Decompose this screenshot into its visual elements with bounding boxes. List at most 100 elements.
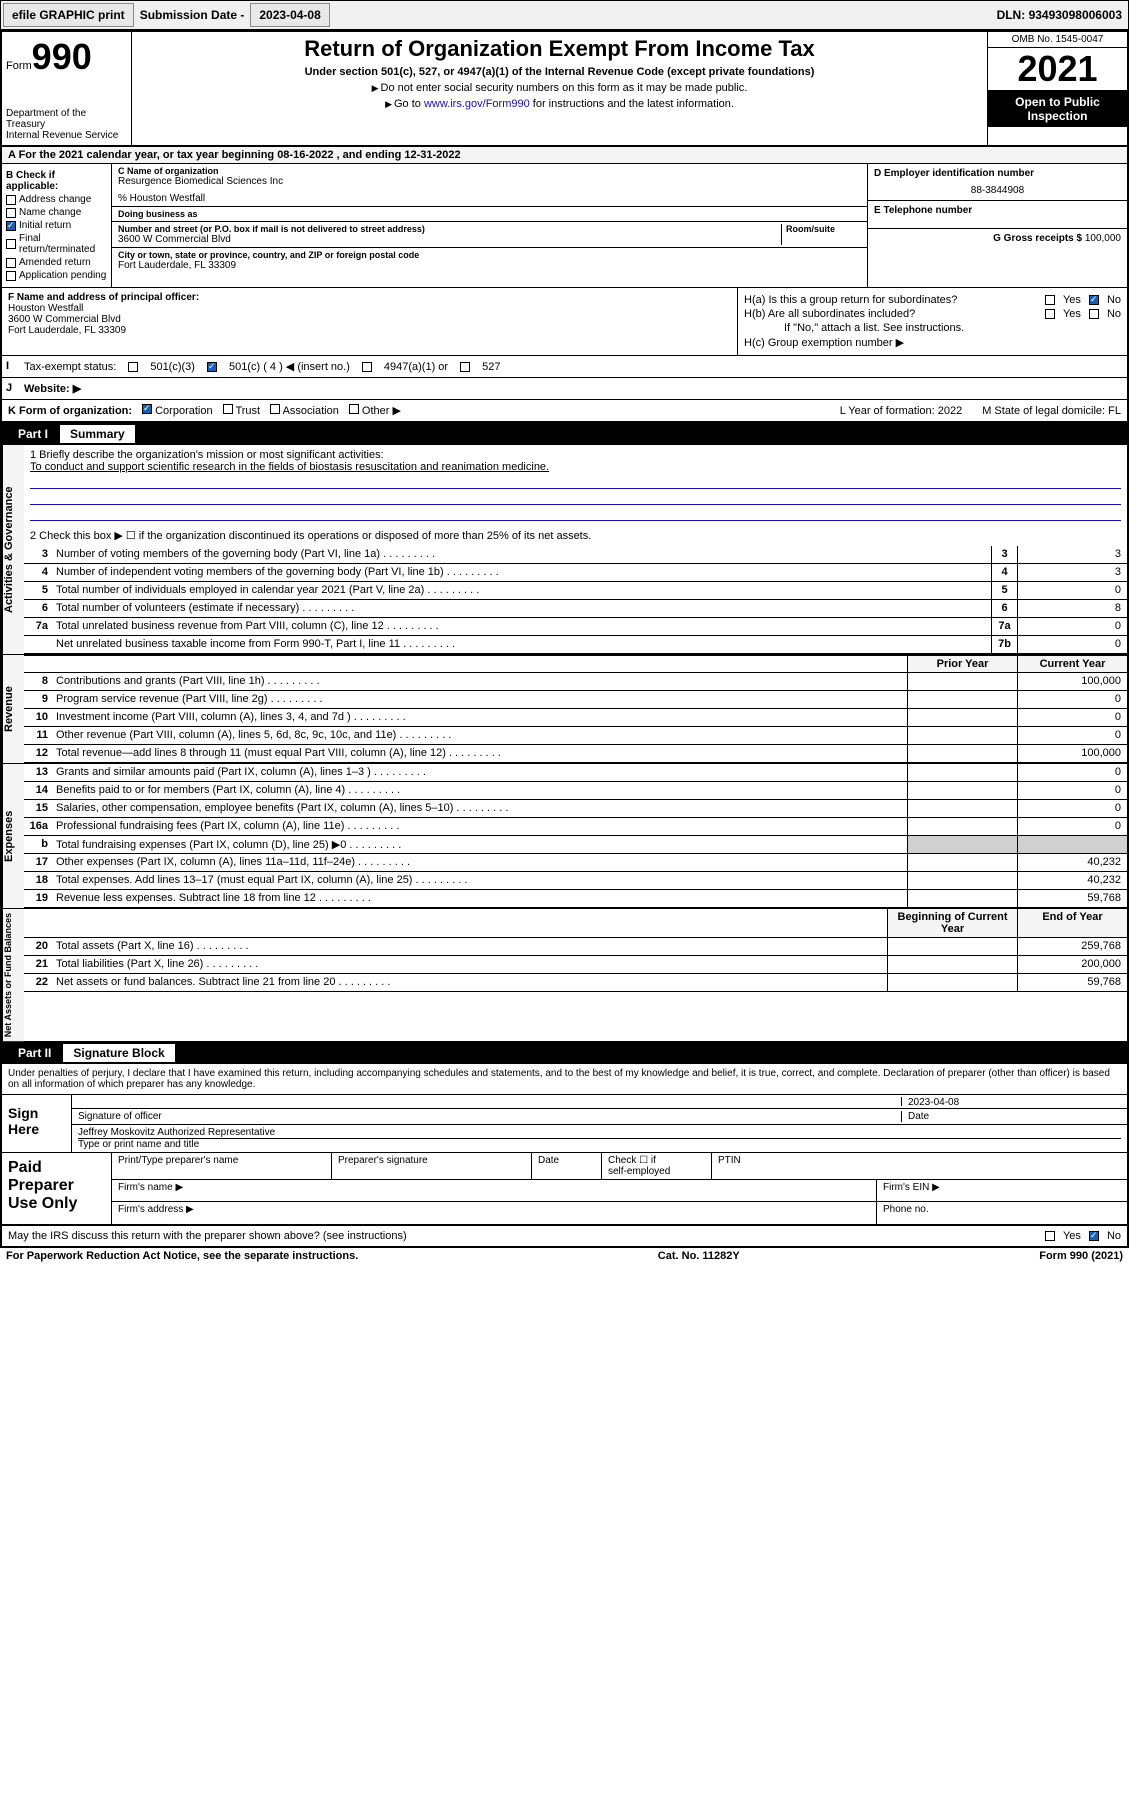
line-12: 12 Total revenue—add lines 8 through 11 … xyxy=(24,745,1127,763)
line-20: 20 Total assets (Part X, line 16) 259,76… xyxy=(24,938,1127,956)
officer-printed-name: Jeffrey Moskovitz Authorized Representat… xyxy=(78,1127,1121,1139)
col-end-year: End of Year xyxy=(1017,909,1127,937)
chk-trust[interactable] xyxy=(223,404,233,414)
org-name-label: C Name of organization xyxy=(118,166,861,176)
officer-label: F Name and address of principal officer: xyxy=(8,292,731,303)
hb-label: H(b) Are all subordinates included? xyxy=(744,308,915,320)
ha-no[interactable] xyxy=(1089,295,1099,305)
col-c-org-info: C Name of organization Resurgence Biomed… xyxy=(112,164,867,287)
gross-receipts-label: G Gross receipts $ xyxy=(993,233,1085,244)
discuss-no[interactable] xyxy=(1089,1231,1099,1241)
discuss-yes[interactable] xyxy=(1045,1231,1055,1241)
line-17: 17 Other expenses (Part IX, column (A), … xyxy=(24,854,1127,872)
officer-addr1: 3600 W Commercial Blvd xyxy=(8,314,731,325)
state-domicile: M State of legal domicile: FL xyxy=(982,405,1121,417)
line-5: 5 Total number of individuals employed i… xyxy=(24,582,1127,600)
line-18: 18 Total expenses. Add lines 13–17 (must… xyxy=(24,872,1127,890)
mission-label: 1 Briefly describe the organization's mi… xyxy=(30,449,1121,461)
chk-501c[interactable] xyxy=(207,362,217,372)
row-j: J Website: ▶ xyxy=(2,378,1127,400)
line-13: 13 Grants and similar amounts paid (Part… xyxy=(24,764,1127,782)
vtab-net-assets: Net Assets or Fund Balances xyxy=(2,909,24,1041)
row-k: K Form of organization: Corporation Trus… xyxy=(2,400,1127,423)
ein-label: D Employer identification number xyxy=(874,168,1121,179)
vtab-expenses: Expenses xyxy=(2,764,24,908)
row-i: I Tax-exempt status: 501(c)(3) 501(c) ( … xyxy=(2,356,1127,378)
section-revenue: Revenue Prior Year Current Year 8 Contri… xyxy=(2,655,1127,764)
ptin-label: PTIN xyxy=(712,1153,1127,1179)
firm-ein-label: Firm's EIN ▶ xyxy=(877,1180,1127,1201)
chk-corporation[interactable] xyxy=(142,404,152,414)
line-7a: 7a Total unrelated business revenue from… xyxy=(24,618,1127,636)
line2-checkbox: 2 Check this box ▶ ☐ if the organization… xyxy=(30,529,1121,542)
line-3: 3 Number of voting members of the govern… xyxy=(24,546,1127,564)
chk-other[interactable] xyxy=(349,404,359,414)
section-net-assets: Net Assets or Fund Balances Beginning of… xyxy=(2,909,1127,1042)
firm-phone-label: Phone no. xyxy=(877,1202,1127,1224)
date-label: Date xyxy=(901,1111,1121,1122)
ha-label: H(a) Is this a group return for subordin… xyxy=(744,294,957,306)
chk-final-return[interactable]: Final return/terminated xyxy=(6,233,107,255)
hb-no[interactable] xyxy=(1089,309,1099,319)
paid-preparer-label: Paid Preparer Use Only xyxy=(2,1153,112,1224)
row-f-h: F Name and address of principal officer:… xyxy=(2,288,1127,356)
chk-association[interactable] xyxy=(270,404,280,414)
tax-status-label: Tax-exempt status: xyxy=(24,361,116,373)
officer-name: Houston Westfall xyxy=(8,303,731,314)
col-b-checkboxes: B Check if applicable: Address change Na… xyxy=(2,164,112,287)
preparer-sig-label: Preparer's signature xyxy=(332,1153,532,1179)
line-16a: 16a Professional fundraising fees (Part … xyxy=(24,818,1127,836)
vtab-governance: Activities & Governance xyxy=(2,445,24,654)
line-19: 19 Revenue less expenses. Subtract line … xyxy=(24,890,1127,908)
city-label: City or town, state or province, country… xyxy=(118,250,861,260)
firm-name-label: Firm's name ▶ xyxy=(112,1180,877,1201)
info-grid: B Check if applicable: Address change Na… xyxy=(2,164,1127,288)
efile-print-button[interactable]: efile GRAPHIC print xyxy=(3,3,134,27)
chk-4947[interactable] xyxy=(362,362,372,372)
dln: DLN: 93493098006003 xyxy=(997,8,1128,22)
hc-label: H(c) Group exemption number ▶ xyxy=(744,336,904,349)
form-header: Form990 Department of the Treasury Inter… xyxy=(2,32,1127,147)
form-title: Return of Organization Exempt From Incom… xyxy=(140,36,979,62)
line-6: 6 Total number of volunteers (estimate i… xyxy=(24,600,1127,618)
open-to-public: Open to Public Inspection xyxy=(988,91,1127,127)
form-word: Form xyxy=(6,60,32,72)
hb-yes[interactable] xyxy=(1045,309,1055,319)
dba-label: Doing business as xyxy=(118,209,861,219)
cat-no: Cat. No. 11282Y xyxy=(658,1250,740,1262)
dept-treasury: Department of the Treasury Internal Reve… xyxy=(6,108,127,141)
addr-label: Number and street (or P.O. box if mail i… xyxy=(118,224,781,234)
col-beginning-year: Beginning of Current Year xyxy=(887,909,1017,937)
chk-name-change[interactable]: Name change xyxy=(6,207,107,218)
ssn-note: Do not enter social security numbers on … xyxy=(140,82,979,94)
irs-link[interactable]: www.irs.gov/Form990 xyxy=(424,98,530,110)
section-expenses: Expenses 13 Grants and similar amounts p… xyxy=(2,764,1127,909)
preparer-date-label: Date xyxy=(532,1153,602,1179)
line-14: 14 Benefits paid to or for members (Part… xyxy=(24,782,1127,800)
col-de: D Employer identification number 88-3844… xyxy=(867,164,1127,287)
chk-527[interactable] xyxy=(460,362,470,372)
chk-address-change[interactable]: Address change xyxy=(6,194,107,205)
chk-amended-return[interactable]: Amended return xyxy=(6,257,107,268)
ha-yes[interactable] xyxy=(1045,295,1055,305)
submission-date-button[interactable]: 2023-04-08 xyxy=(250,3,329,27)
form-990: Form990 Department of the Treasury Inter… xyxy=(0,30,1129,1248)
chk-initial-return[interactable]: Initial return xyxy=(6,220,107,231)
chk-501c3[interactable] xyxy=(128,362,138,372)
chk-application-pending[interactable]: Application pending xyxy=(6,270,107,281)
line-22: 22 Net assets or fund balances. Subtract… xyxy=(24,974,1127,992)
part1-header: Part ISummary xyxy=(2,423,1127,445)
line-21: 21 Total liabilities (Part X, line 26) 2… xyxy=(24,956,1127,974)
name-title-label: Type or print name and title xyxy=(78,1139,1121,1150)
line-7b: Net unrelated business taxable income fr… xyxy=(24,636,1127,654)
row-a-tax-year: A For the 2021 calendar year, or tax yea… xyxy=(2,147,1127,164)
sign-here-label: Sign Here xyxy=(2,1095,72,1152)
line-b: b Total fundraising expenses (Part IX, c… xyxy=(24,836,1127,854)
city-state-zip: Fort Lauderdale, FL 33309 xyxy=(118,260,861,271)
ein-value: 88-3844908 xyxy=(874,185,1121,196)
signature-date: 2023-04-08 xyxy=(901,1097,1121,1106)
vtab-revenue: Revenue xyxy=(2,655,24,763)
col-current-year: Current Year xyxy=(1017,656,1127,672)
link-note: Go to www.irs.gov/Form990 for instructio… xyxy=(140,98,979,110)
section-governance: Activities & Governance 1 Briefly descri… xyxy=(2,445,1127,655)
